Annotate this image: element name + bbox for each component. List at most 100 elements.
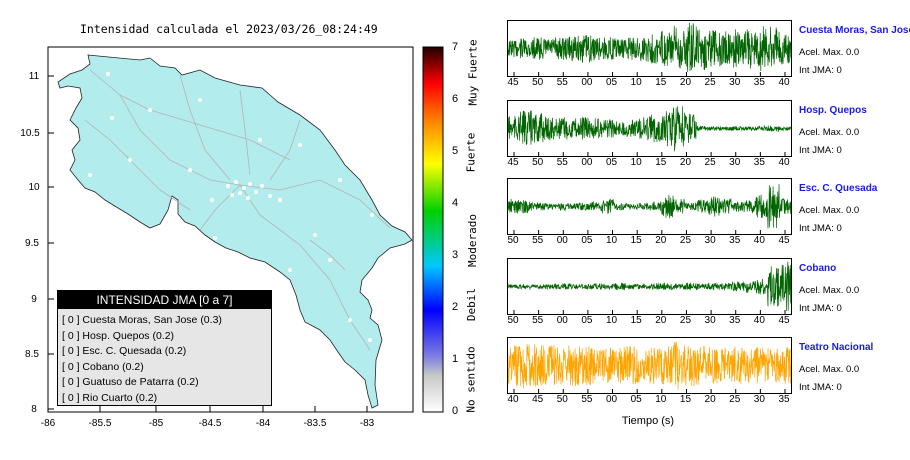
acel-max: Acel. Max. 0.0: [799, 127, 860, 138]
station-name: Cobano: [799, 263, 837, 274]
time-tick-label: 15: [655, 157, 667, 168]
colorbar-tick: 3: [452, 249, 459, 261]
time-tick-label: 10: [605, 315, 618, 326]
time-tick-label: 00: [556, 235, 568, 246]
map-y-tick: 10: [28, 182, 40, 193]
time-tick-label: 20: [679, 77, 692, 88]
colorbar-gradient: [422, 46, 444, 413]
time-tick-label: 30: [704, 315, 716, 326]
time-axis-label: Tiempo (s): [621, 415, 675, 427]
time-tick-label: 50: [507, 315, 519, 326]
land-area: [57, 54, 413, 409]
station-name: Teatro Nacional: [799, 342, 874, 353]
time-tick-label: 00: [581, 157, 593, 168]
time-tick-label: 50: [532, 77, 544, 88]
time-tick-label: 40: [753, 315, 765, 326]
int-jma: Int JMA: 0: [799, 65, 842, 76]
time-tick-label: 30: [753, 394, 765, 405]
time-tick-label: 05: [581, 315, 593, 326]
station-name: Cuesta Moras, San Jose: [799, 25, 910, 36]
int-jma: Int JMA: 0: [799, 382, 842, 393]
colorbar-tick: 0: [452, 405, 459, 417]
time-tick-label: 20: [655, 315, 667, 326]
time-tick-label: 55: [581, 394, 593, 405]
colorbar-class: Fuerte: [464, 132, 478, 173]
time-tick-label: 45: [778, 315, 790, 326]
time-tick-label: 50: [556, 394, 568, 405]
map-y-tick: 10.5: [20, 128, 40, 139]
legend-item: [ 0 ] Cuesta Moras, San Jose (0.3): [62, 314, 222, 326]
time-tick-label: 55: [556, 157, 568, 168]
colorbar-tick: 7: [452, 41, 459, 53]
station-name: Hosp. Quepos: [799, 105, 867, 116]
legend-item: [ 0 ] Hosp. Quepos (0.2): [62, 329, 175, 342]
time-tick-label: 40: [753, 235, 765, 246]
time-tick-label: 35: [729, 235, 741, 246]
legend-item: [ 0 ] Rio Cuarto (0.2): [62, 391, 158, 404]
time-tick-label: 35: [753, 77, 765, 88]
waveform-trace: [508, 341, 791, 390]
acel-max: Acel. Max. 0.0: [799, 364, 860, 375]
time-tick-label: 25: [679, 235, 692, 246]
legend-list: [ 0 ] Cuesta Moras, San Jose (0.3) [ 0 ]…: [58, 313, 271, 406]
time-tick-label: 25: [729, 394, 741, 405]
station-dots: [88, 72, 374, 342]
map-x-tick: -85: [148, 418, 164, 429]
time-tick-label: 05: [630, 394, 642, 405]
waveform-panel: [507, 20, 792, 77]
time-tick-label: 20: [655, 235, 667, 246]
time-tick-label: 55: [556, 77, 568, 88]
time-tick-label: 50: [507, 235, 519, 246]
time-tick-label: 30: [704, 235, 716, 246]
time-tick-label: 10: [630, 77, 642, 88]
colorbar-class: Moderado: [465, 214, 479, 267]
time-tick-label: 15: [679, 394, 692, 405]
colorbar-class: No sentido: [464, 346, 478, 413]
time-tick-label: 25: [704, 157, 716, 168]
map-x-tick: -85.5: [88, 418, 112, 429]
map-y-tick: 9: [31, 294, 37, 305]
waveform-trace: [508, 106, 791, 152]
map-x-tick: -84.5: [198, 418, 222, 429]
road-network: [84, 69, 391, 351]
map-title: Intensidad calculada el 2023/03/26_08:24…: [80, 22, 378, 36]
waveform-panel: [507, 100, 792, 157]
time-tick-label: 15: [630, 235, 642, 246]
time-tick-label: 25: [704, 77, 716, 88]
time-tick-label: 20: [679, 157, 692, 168]
time-tick-label: 55: [532, 235, 544, 246]
time-tick-label: 40: [507, 394, 519, 405]
time-tick-label: 30: [729, 77, 741, 88]
colorbar-class: Debil: [465, 287, 479, 322]
time-tick-label: 10: [630, 157, 642, 168]
time-tick-label: 40: [778, 157, 790, 168]
colorbar-tick: 6: [452, 93, 459, 105]
int-jma: Int JMA: 0: [799, 303, 842, 314]
time-tick-label: 10: [605, 235, 618, 246]
colorbar-tick: 1: [452, 353, 459, 365]
waveform-trace: [508, 261, 791, 312]
map-x-tick: -83: [359, 418, 375, 429]
time-tick-label: 40: [778, 77, 790, 88]
time-tick-label: 05: [605, 157, 618, 168]
intensity-legend: INTENSIDAD JMA [0 a 7] [ 0 ] Cuesta Mora…: [57, 290, 272, 406]
map-y-tick: 8: [31, 404, 37, 415]
waveform-trace: [508, 22, 791, 73]
time-tick-label: 30: [729, 157, 741, 168]
time-tick-label: 45: [778, 235, 790, 246]
int-jma: Int JMA: 0: [799, 145, 842, 156]
acel-max: Acel. Max. 0.0: [799, 205, 860, 216]
waveform-trace: [508, 184, 791, 229]
acel-max: Acel. Max. 0.0: [799, 285, 860, 296]
waveform-panel: [507, 337, 792, 394]
time-tick-label: 35: [778, 394, 790, 405]
time-tick-label: 50: [532, 157, 544, 168]
time-tick-label: 35: [753, 157, 765, 168]
time-tick-label: 15: [655, 77, 667, 88]
time-tick-label: 05: [581, 235, 593, 246]
legend-item: [ 0 ] Cobano (0.2): [62, 360, 144, 373]
time-tick-label: 45: [507, 157, 519, 168]
map-x-tick: -83.5: [303, 418, 327, 429]
map-y-tick: 9.5: [25, 238, 39, 249]
time-tick-label: 10: [655, 394, 667, 405]
